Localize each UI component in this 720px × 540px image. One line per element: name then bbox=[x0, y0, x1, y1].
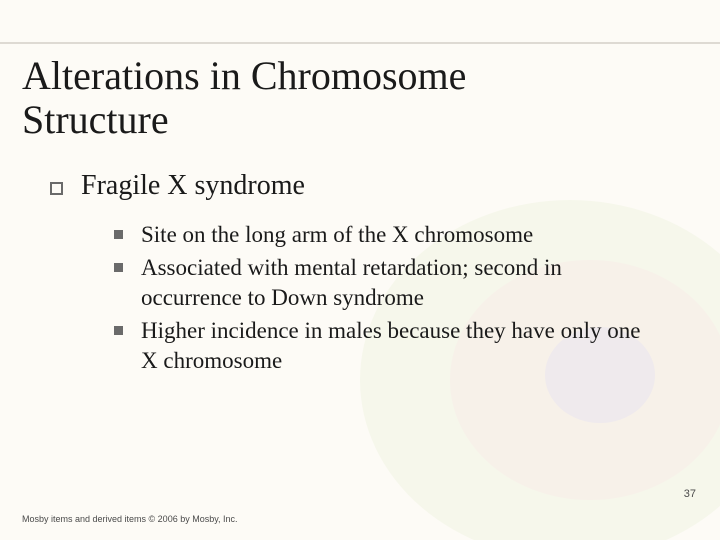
slide-title: Alterations in Chromosome Structure bbox=[22, 54, 542, 142]
level2-text: Higher incidence in males because they h… bbox=[141, 316, 650, 375]
filled-square-bullet-icon bbox=[114, 326, 123, 335]
open-square-bullet-icon bbox=[50, 182, 63, 195]
copyright-line: Mosby items and derived items © 2006 by … bbox=[22, 514, 238, 524]
level2-text: Site on the long arm of the X chromosome bbox=[141, 220, 533, 249]
slide-container: Alterations in Chromosome Structure Frag… bbox=[0, 0, 720, 540]
page-number: 37 bbox=[684, 488, 696, 500]
bullet-level2: Higher incidence in males because they h… bbox=[114, 316, 650, 375]
level1-text: Fragile X syndrome bbox=[81, 170, 305, 202]
bullet-level1: Fragile X syndrome bbox=[50, 170, 690, 202]
level2-text: Associated with mental retardation; seco… bbox=[141, 253, 650, 312]
level2-list: Site on the long arm of the X chromosome… bbox=[114, 220, 650, 375]
bullet-level2: Associated with mental retardation; seco… bbox=[114, 253, 650, 312]
filled-square-bullet-icon bbox=[114, 230, 123, 239]
bullet-level2: Site on the long arm of the X chromosome bbox=[114, 220, 650, 249]
filled-square-bullet-icon bbox=[114, 263, 123, 272]
